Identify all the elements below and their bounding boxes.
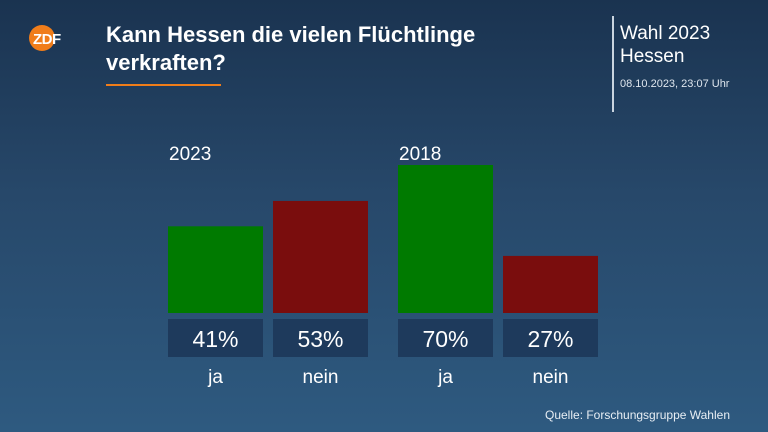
category-label-2018-ja: ja: [437, 367, 453, 388]
header-divider: [612, 16, 614, 112]
election-label-line1: Wahl 2023: [620, 23, 711, 44]
value-box-2018-nein: [503, 319, 598, 357]
value-box-2018-ja: [398, 319, 493, 357]
timestamp: 08.10.2023, 23:07 Uhr: [620, 78, 730, 90]
zdf-logo: ZDF: [29, 25, 61, 51]
data-label-2023-nein: 53%: [297, 326, 343, 352]
category-label-2023-nein: nein: [303, 367, 339, 388]
chart-title-line2: verkraften?: [106, 50, 226, 75]
category-label-2018-nein: nein: [533, 367, 569, 388]
group-label-2023: 2023: [169, 144, 211, 165]
data-label-2023-ja: 41%: [192, 326, 238, 352]
category-label-2023-ja: ja: [207, 367, 223, 388]
bar-2023-ja: [168, 226, 263, 313]
election-label: Wahl 2023 Hessen: [620, 22, 710, 68]
chart-title-line1: Kann Hessen die vielen Flüchtlinge: [106, 22, 476, 47]
zdf-logo-text: ZDF: [33, 31, 61, 48]
election-label-line2: Hessen: [620, 46, 685, 67]
data-label-2018-ja: 70%: [422, 326, 468, 352]
data-label-2018-nein: 27%: [527, 326, 573, 352]
bar-2023-nein: [273, 200, 368, 313]
bar-2018-ja: [398, 165, 493, 313]
value-box-2023-ja: [168, 319, 263, 357]
title-underline: [106, 84, 221, 86]
value-box-2023-nein: [273, 319, 368, 357]
source-note: Quelle: Forschungsgruppe Wahlen: [545, 408, 730, 422]
chart-title: Kann Hessen die vielen Flüchtlinge verkr…: [106, 21, 576, 77]
group-label-2018: 2018: [399, 144, 441, 165]
bar-2018-nein: [503, 255, 598, 313]
